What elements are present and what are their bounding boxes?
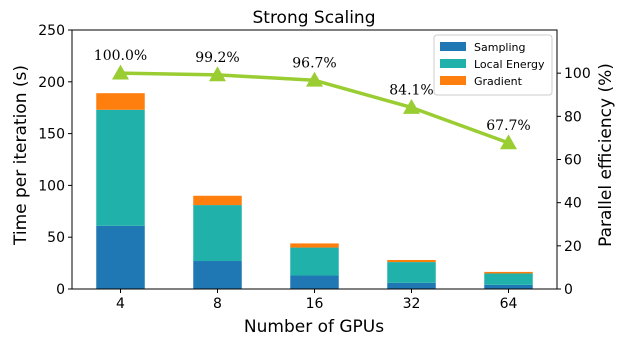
bar-gradient-4 bbox=[96, 93, 145, 110]
efficiency-marker-32 bbox=[403, 98, 420, 114]
bar-gradient-32 bbox=[387, 259, 436, 263]
bar-local-energy-64 bbox=[484, 273, 533, 285]
y-tick-label: 150 bbox=[38, 127, 65, 143]
x-tick-label: 4 bbox=[116, 296, 125, 312]
bar-local-energy-4 bbox=[96, 109, 145, 226]
efficiency-marker-64 bbox=[500, 134, 517, 150]
x-axis-label: Number of GPUs bbox=[244, 317, 384, 337]
legend-swatch-1 bbox=[440, 59, 466, 68]
x-tick-label: 16 bbox=[306, 296, 324, 312]
efficiency-marker-16 bbox=[306, 71, 323, 87]
bar-sampling-4 bbox=[96, 225, 145, 289]
y2-tick-label: 40 bbox=[564, 196, 582, 212]
y-tick-label: 0 bbox=[56, 282, 65, 298]
bar-gradient-16 bbox=[290, 243, 339, 248]
efficiency-marker-8 bbox=[209, 66, 226, 82]
y2-tick-label: 20 bbox=[564, 239, 582, 255]
bar-gradient-8 bbox=[193, 195, 242, 206]
efficiency-label-8: 99.2% bbox=[195, 50, 239, 66]
efficiency-label-64: 67.7% bbox=[486, 118, 530, 134]
chart-title: Strong Scaling bbox=[252, 8, 375, 28]
legend-label-1: Local Energy bbox=[474, 58, 545, 71]
efficiency-marker-4 bbox=[112, 64, 129, 80]
legend-label-0: Sampling bbox=[474, 41, 526, 54]
efficiency-label-32: 84.1% bbox=[389, 82, 433, 98]
bar-layer bbox=[96, 93, 533, 289]
y-tick-label: 100 bbox=[38, 178, 65, 194]
axes-layer: 0 50 100 150 200 250 0 20 40 60 80 100 4 8 16 32 64 bbox=[38, 23, 590, 312]
legend-swatch-2 bbox=[440, 76, 466, 85]
legend-label-2: Gradient bbox=[474, 75, 523, 88]
bar-sampling-32 bbox=[387, 282, 436, 289]
bar-local-energy-32 bbox=[387, 262, 436, 283]
y2-tick-label: 100 bbox=[564, 66, 591, 82]
y-axis-label: Time per iteration (s) bbox=[11, 65, 31, 246]
x-tick-label: 32 bbox=[403, 296, 421, 312]
bar-local-energy-16 bbox=[290, 247, 339, 276]
y2-tick-label: 80 bbox=[564, 109, 582, 125]
y-tick-label: 250 bbox=[38, 23, 65, 39]
bar-sampling-64 bbox=[484, 284, 533, 289]
efficiency-label-4: 100.0% bbox=[94, 48, 147, 64]
efficiency-label-16: 96.7% bbox=[292, 55, 336, 71]
bar-sampling-16 bbox=[290, 275, 339, 289]
legend: Sampling Local Energy Gradient bbox=[433, 34, 553, 96]
x-tick-label: 64 bbox=[500, 296, 518, 312]
y2-axis-label: Parallel efficiency (%) bbox=[596, 63, 616, 247]
x-tick-label: 8 bbox=[213, 296, 222, 312]
y-tick-label: 50 bbox=[47, 230, 65, 246]
y2-tick-label: 60 bbox=[564, 153, 582, 169]
legend-swatch-0 bbox=[440, 42, 466, 51]
bar-sampling-8 bbox=[193, 261, 242, 289]
y-tick-label: 200 bbox=[38, 75, 65, 91]
y2-tick-label: 0 bbox=[564, 282, 573, 298]
efficiency-layer: 100.0% 99.2% 96.7% 84.1% 67.7% bbox=[94, 48, 531, 150]
bar-gradient-64 bbox=[484, 271, 533, 274]
bar-local-energy-8 bbox=[193, 205, 242, 262]
